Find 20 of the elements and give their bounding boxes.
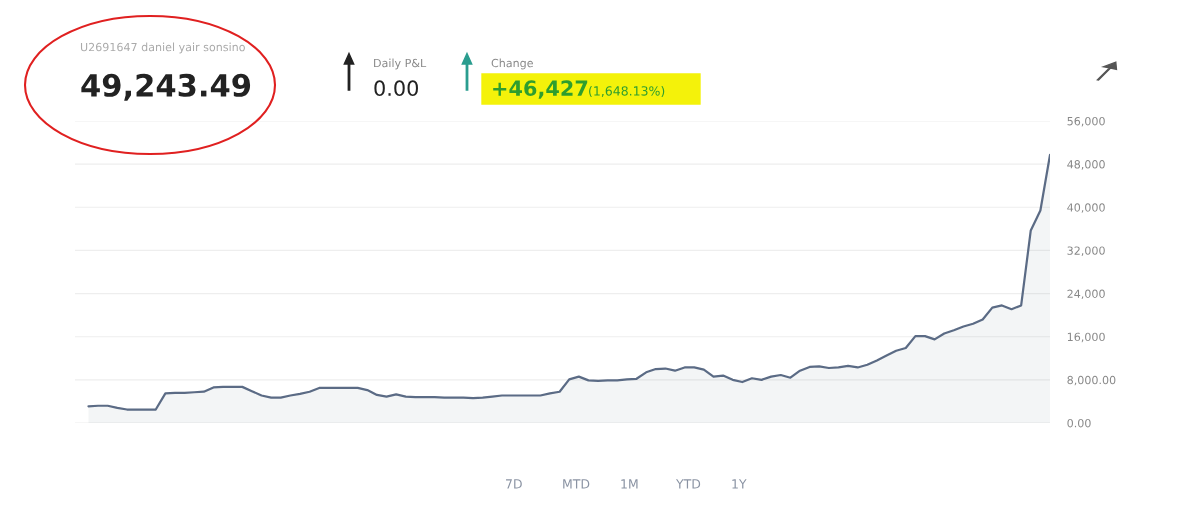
text: 1M — [621, 479, 638, 489]
text: +46,427 — [493, 80, 588, 99]
text: YTD — [675, 479, 701, 489]
text: 49,243.49 — [81, 73, 251, 101]
text: MTD — [563, 479, 590, 489]
y-tick-label: 56,000 — [1067, 116, 1105, 127]
y-tick-label: 8,000.00 — [1067, 375, 1116, 386]
text: 7D — [506, 479, 522, 489]
y-tick-label: 16,000 — [1067, 332, 1105, 343]
y-tick-label: 0.00 — [1067, 418, 1091, 428]
text: Daily P&L — [374, 58, 427, 70]
text: (1,648.13%) — [589, 85, 665, 98]
y-tick-label: 48,000 — [1067, 160, 1105, 170]
text: Change — [491, 58, 533, 70]
text: U2691647 daniel yair sonsino — [80, 42, 245, 54]
text: 1Y — [732, 479, 747, 489]
text: 0.00 — [374, 80, 418, 97]
y-tick-label: 32,000 — [1067, 246, 1105, 256]
y-tick-label: 40,000 — [1067, 203, 1105, 213]
y-tick-label: 24,000 — [1067, 289, 1105, 300]
